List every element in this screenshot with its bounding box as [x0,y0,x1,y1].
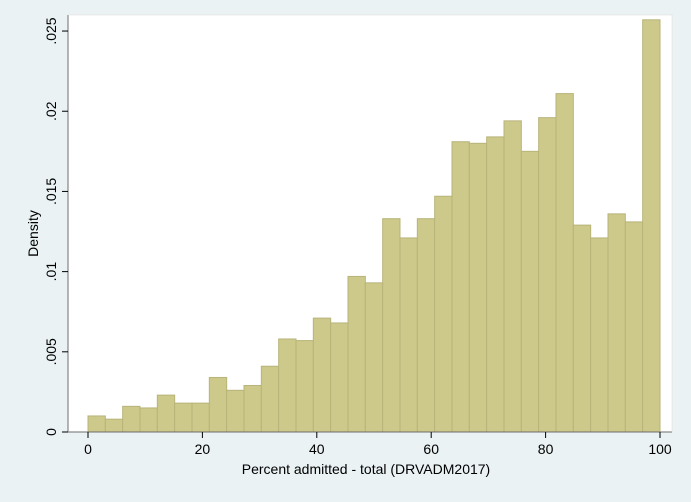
histogram-bar [243,384,262,433]
histogram-bar [468,142,488,433]
histogram-bar [330,322,349,433]
histogram-bar [174,402,193,433]
histogram-bar [607,213,626,433]
histogram-bar [347,275,366,433]
histogram-bar [278,338,297,433]
histogram-bar [399,237,418,433]
x-tick-label: 40 [309,441,325,457]
histogram-bar [364,282,384,433]
y-tick-label: .025 [43,17,59,44]
x-axis-title: Percent admitted - total (DRVADM2017) [242,461,490,477]
histogram-bar [555,93,574,433]
histogram-bar [434,195,453,433]
x-tick-label: 100 [648,441,672,457]
histogram-bar [624,221,644,433]
axis-labels: 0 20 40 60 80 100 0 .005 .01 .015 .02 .025 Percent a… [25,17,672,477]
histogram-bar [538,117,557,433]
histogram-bar [226,389,245,433]
histogram-bar [590,237,609,433]
histogram-bar [104,418,124,433]
x-tick-label: 20 [195,441,211,457]
histogram-bar [122,405,141,433]
y-axis-title: Density [25,210,41,257]
y-tick-label: .015 [43,178,59,205]
histogram-bar [382,218,401,433]
y-tick-label: .02 [43,101,59,121]
x-tick-label: 0 [84,441,92,457]
histogram-bar [572,224,592,433]
y-tick-label: .01 [43,262,59,282]
histogram-bar [191,402,210,433]
histogram-bar [642,19,661,433]
histogram-bar [260,365,280,433]
x-tick-label: 60 [423,441,439,457]
plot-border [67,14,673,433]
histogram-bar [451,141,470,433]
histogram-bar [208,376,228,433]
x-tick-label: 80 [538,441,554,457]
histogram-bar [87,415,106,433]
histogram-bars [87,19,661,433]
y-tick-label: .005 [43,338,59,365]
histogram-bar [139,407,158,433]
histogram-bar [486,136,505,433]
axes [62,14,673,438]
histogram-bar [520,150,540,433]
histogram-bar [416,218,436,433]
y-tick-label: 0 [43,428,59,436]
histogram-bar [295,340,314,433]
histogram-bar [312,317,332,433]
histogram-bar [503,120,522,433]
histogram-bar [156,394,176,433]
